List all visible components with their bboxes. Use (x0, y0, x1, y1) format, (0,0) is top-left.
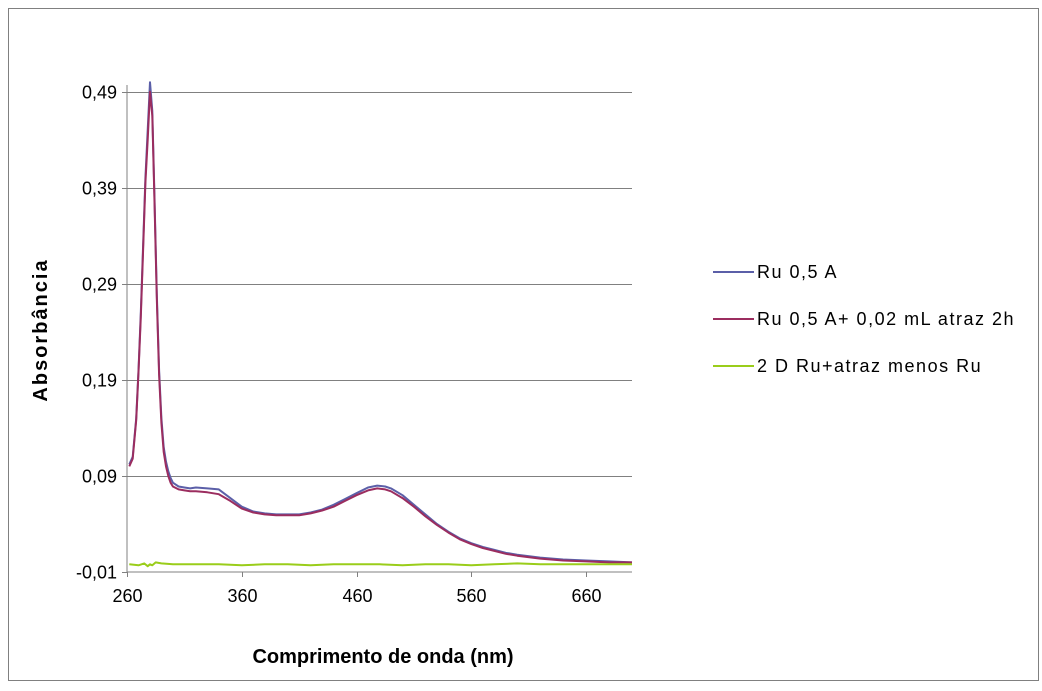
x-tick-label: 460 (342, 586, 372, 606)
legend-label-2: Ru 0,5 A+ 0,02 mL atraz 2h (757, 309, 1015, 329)
axes (126, 85, 632, 573)
y-tick-label: 0,39 (82, 179, 117, 199)
x-tick-label: 260 (112, 586, 142, 606)
y-axis-title: Absorbância (30, 258, 52, 401)
legend: Ru 0,5 A Ru 0,5 A+ 0,02 mL atraz 2h 2 D Ru… (713, 262, 1015, 376)
series-line-2 (128, 90, 632, 564)
y-tick-label: 0,09 (82, 467, 117, 487)
y-tick-label: -0,01 (76, 563, 117, 583)
x-tick-label: 660 (571, 586, 601, 606)
x-tick-label: 560 (456, 586, 486, 606)
gridlines (127, 92, 632, 477)
series-line-3 (129, 561, 632, 568)
y-tick-label: 0,49 (82, 83, 117, 103)
x-tick-label: 360 (227, 586, 257, 606)
outer-border (8, 8, 1039, 681)
series-lines (128, 81, 633, 568)
x-tick-labels: 260 360 460 560 660 (112, 586, 601, 606)
y-tick-label: 0,29 (82, 275, 117, 295)
x-axis-title: Comprimento de onda (nm) (252, 646, 513, 668)
legend-label-1: Ru 0,5 A (757, 262, 838, 282)
y-tick-labels: -0,01 0,09 0,19 0,29 0,39 0,49 (76, 83, 117, 583)
legend-label-3: 2 D Ru+atraz menos Ru (757, 356, 982, 376)
y-tick-label: 0,19 (82, 371, 117, 391)
tick-marks (122, 92, 587, 577)
